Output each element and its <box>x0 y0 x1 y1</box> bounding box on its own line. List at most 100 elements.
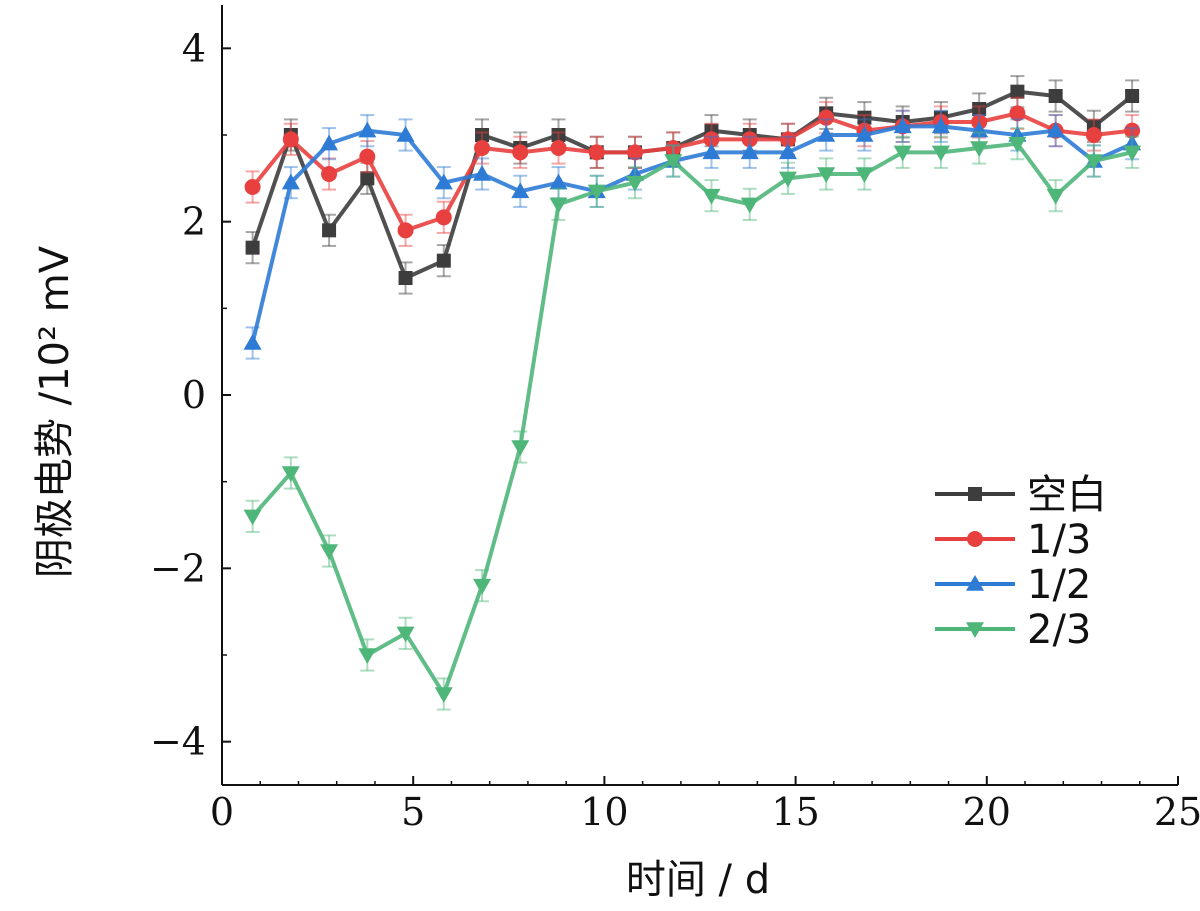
data-point <box>588 144 605 161</box>
series-2 <box>243 109 1142 360</box>
data-point <box>243 334 262 350</box>
legend-label: 1/3 <box>1027 517 1091 563</box>
data-point <box>1085 127 1102 143</box>
data-point <box>1124 122 1141 139</box>
data-point <box>817 126 836 142</box>
data-point <box>664 154 683 170</box>
data-point <box>360 171 375 186</box>
data-point <box>322 223 337 238</box>
data-point <box>1046 121 1065 138</box>
data-point <box>359 148 376 165</box>
data-point <box>931 145 950 162</box>
legend-label: 2/3 <box>1027 607 1091 653</box>
data-point <box>473 165 492 181</box>
data-point <box>741 131 758 148</box>
data-point <box>475 128 490 142</box>
y-tick-label: 4 <box>182 26 206 70</box>
data-point <box>397 222 414 239</box>
data-point <box>1009 105 1026 122</box>
legend-marker <box>967 531 983 547</box>
x-tick-label: 20 <box>963 790 1011 834</box>
data-point <box>243 509 262 526</box>
legend-item-0: 空白 <box>935 472 1107 518</box>
y-tick-label: −4 <box>150 720 206 764</box>
data-point <box>281 173 300 190</box>
data-point <box>818 109 835 126</box>
data-point <box>473 578 492 595</box>
data-point <box>1084 154 1103 170</box>
x-tick-label: 5 <box>401 790 425 834</box>
data-point <box>474 140 491 156</box>
data-point <box>281 466 300 482</box>
x-axis-title: 时间 / d <box>626 857 770 903</box>
data-point <box>321 166 338 182</box>
data-point <box>436 253 451 268</box>
data-point <box>1008 136 1027 153</box>
data-point <box>779 131 796 148</box>
data-point <box>740 197 759 214</box>
data-point <box>740 143 759 160</box>
data-point <box>511 440 530 456</box>
data-point <box>551 128 566 142</box>
data-point <box>778 171 797 188</box>
series-line <box>250 124 1133 344</box>
x-tick-label: 0 <box>210 790 234 834</box>
data-point <box>665 140 682 156</box>
x-tick-label: 10 <box>580 790 628 834</box>
data-point <box>396 126 415 142</box>
legend-item-2: 1/2 <box>935 562 1091 608</box>
data-point <box>972 102 987 116</box>
data-point <box>1010 84 1025 99</box>
data-point <box>320 544 339 560</box>
x-tick-label: 15 <box>771 790 819 834</box>
data-point <box>625 175 644 192</box>
data-point <box>893 145 912 162</box>
series-layer <box>243 75 1142 711</box>
y-axis-title: 阴极电势 /10² mV <box>32 245 78 578</box>
data-point <box>396 626 415 643</box>
data-point <box>398 271 413 285</box>
data-point <box>703 131 720 148</box>
data-point <box>855 167 874 183</box>
series-line <box>251 141 1133 696</box>
legend-marker <box>966 622 984 638</box>
series-3 <box>243 127 1142 711</box>
data-point <box>550 140 567 156</box>
data-point <box>245 240 260 255</box>
series-line <box>250 89 1134 280</box>
data-point <box>626 144 643 161</box>
data-point <box>282 131 299 148</box>
data-point <box>512 144 529 161</box>
data-point <box>857 110 872 125</box>
data-point <box>511 182 530 199</box>
y-tick-label: 2 <box>182 200 206 244</box>
data-point <box>435 209 452 226</box>
data-point <box>434 687 453 703</box>
y-tick-label: 0 <box>182 373 206 417</box>
data-point <box>893 117 912 134</box>
data-point <box>358 121 377 138</box>
x-tick-label: 25 <box>1154 790 1200 834</box>
data-point <box>702 143 721 160</box>
data-point <box>549 197 568 214</box>
data-point <box>1125 89 1140 103</box>
data-point <box>358 648 377 664</box>
data-point <box>587 184 606 201</box>
axes: 0 5 10 15 20 25 −4 −2 0 2 4 <box>150 5 1200 834</box>
data-point <box>1048 89 1063 103</box>
data-point <box>549 173 568 190</box>
legend-label: 空白 <box>1027 472 1107 518</box>
data-point <box>434 173 453 190</box>
data-point <box>970 121 989 138</box>
legend: 空白1/31/22/3 <box>935 472 1107 653</box>
data-point <box>970 141 989 157</box>
data-point <box>702 188 721 205</box>
y-tick-label: −2 <box>150 546 206 590</box>
legend-marker <box>966 575 984 591</box>
data-point <box>855 126 874 142</box>
legend-item-1: 1/3 <box>935 517 1091 563</box>
series-0 <box>245 75 1140 295</box>
data-point <box>244 179 261 195</box>
data-point <box>817 167 836 183</box>
